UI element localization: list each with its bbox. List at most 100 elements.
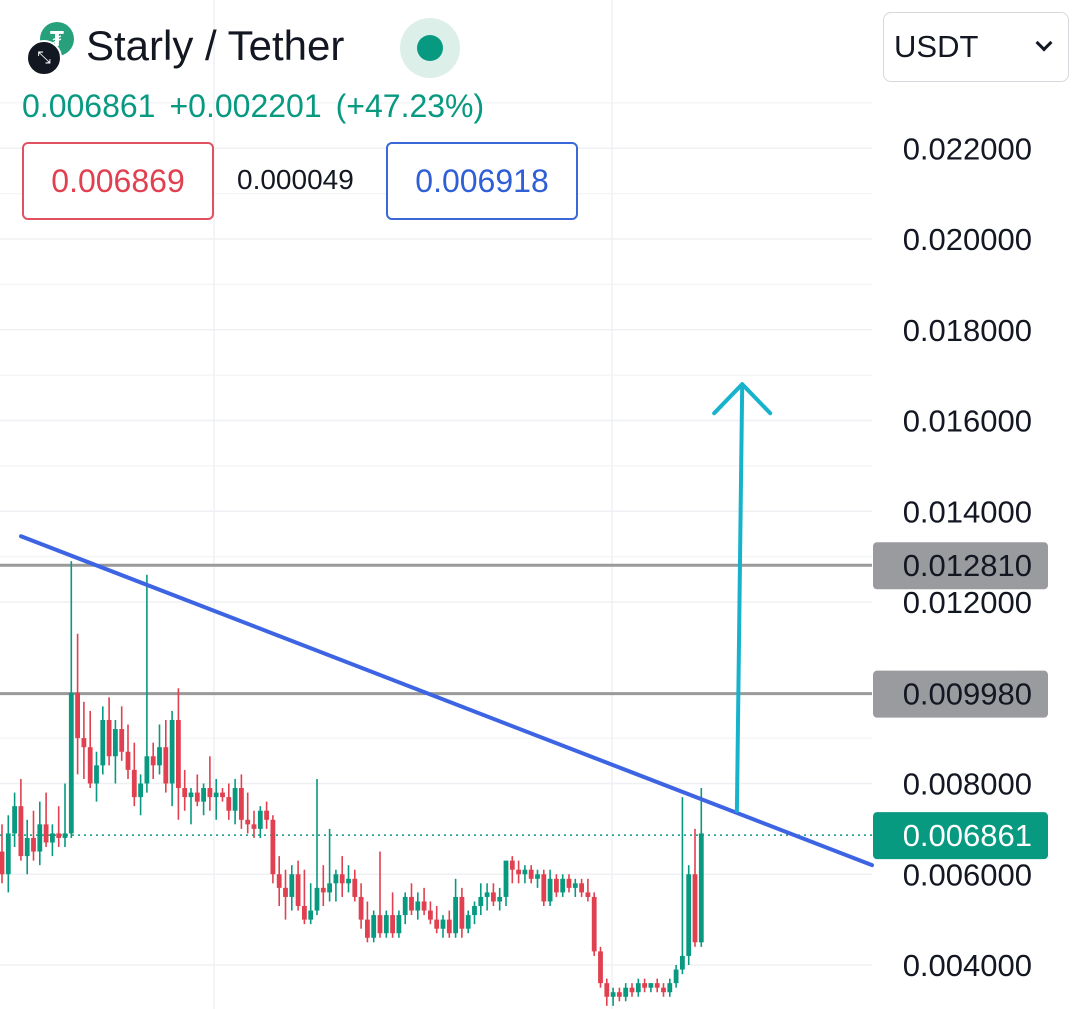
candle-body-down (295, 874, 301, 907)
candle-body-up (169, 719, 175, 784)
candle-body-down (654, 983, 660, 988)
candle-body-down (125, 751, 131, 770)
candle-body-up (289, 874, 295, 897)
candle-body-down (283, 887, 288, 897)
target-arrow-head (712, 382, 773, 416)
candle-body-up (503, 860, 509, 897)
candle-body-down (509, 860, 515, 870)
candle-body-down (176, 719, 181, 789)
candle-body-down (591, 896, 597, 952)
currency-select[interactable]: USDT (883, 12, 1069, 82)
market-status-indicator[interactable] (400, 18, 460, 78)
candle-body-up (686, 874, 692, 956)
candle-body-down (0, 851, 5, 875)
candle-body-down (604, 983, 610, 997)
candle-body-up (327, 883, 332, 893)
last-price-label: 0.006861 (903, 818, 1032, 853)
candle-body-down (245, 819, 251, 825)
candle-body-down (491, 892, 496, 902)
candle-body-down (390, 915, 395, 934)
price-axis-tick-label: 0.004000 (903, 948, 1032, 983)
candle-body-down (566, 878, 572, 888)
candle-body-up (188, 792, 194, 798)
candle-body-down (226, 797, 232, 811)
price-summary: 0.006861 +0.002201 (+47.23%) (22, 88, 498, 125)
candle-body-down (598, 951, 603, 984)
candle-body-up (572, 883, 578, 888)
candle-body-down (220, 792, 225, 798)
candle-body-down (81, 738, 87, 748)
candle-body-down (207, 788, 213, 798)
level-price-tag (873, 542, 1048, 590)
candle-body-down (302, 906, 307, 920)
candle-body-up (535, 874, 540, 879)
pair-logo: ₮ ⤡ (26, 22, 74, 76)
price-axis-tick-label: 0.012000 (903, 585, 1032, 620)
candle-body-up (308, 910, 314, 920)
candle-body-down (339, 874, 345, 884)
candle-body-down (541, 874, 547, 902)
spread-value: 0.000049 (237, 164, 354, 195)
target-arrow-shaft (734, 382, 745, 813)
candle-body-up (440, 919, 446, 929)
price-axis-tick-label: 0.022000 (903, 131, 1032, 166)
candle-body-down (150, 756, 156, 766)
candle-body-up (610, 992, 616, 997)
candle-body-down (642, 983, 647, 988)
sell-button[interactable]: 0.006869 (22, 142, 214, 220)
candle-body-up (62, 833, 68, 838)
candle-body-up (522, 869, 528, 875)
candle-body-down (163, 747, 169, 784)
candle-body-down (409, 896, 414, 911)
currency-value: USDT (894, 29, 979, 64)
price-change-percent: (+47.23%) (335, 88, 485, 124)
candle-body-down (119, 729, 125, 752)
candle-body-up (5, 833, 11, 875)
candle-body-up (673, 969, 679, 984)
candle-body-down (87, 747, 93, 784)
candle-body-down (585, 892, 591, 897)
candle-body-up (402, 896, 408, 916)
candle-body-up (100, 719, 106, 766)
level-price-tag (873, 670, 1048, 718)
candle-body-up (635, 983, 641, 993)
candle-body-up (346, 878, 351, 884)
candle-body-down (428, 910, 433, 920)
candle-body-up (667, 983, 673, 993)
candle-body-up (472, 906, 477, 916)
candle-body-up (478, 896, 484, 907)
candle-body-down (194, 792, 200, 802)
candle-body-up (113, 729, 118, 757)
candle-body-up (648, 983, 654, 988)
pair-title[interactable]: Starly / Tether (86, 22, 345, 69)
price-axis-tick-label: 0.020000 (903, 222, 1032, 257)
candle-body-down (617, 992, 622, 997)
price-axis-tick-label: 0.008000 (903, 767, 1032, 802)
candle-body-up (94, 765, 99, 784)
candle-body-down (579, 883, 584, 893)
candle-body-down (182, 788, 188, 798)
candle-body-down (320, 887, 326, 893)
chevron-down-icon (1035, 34, 1053, 52)
candle-body-down (251, 824, 257, 829)
candle-body-up (453, 896, 458, 934)
candle-body-down (56, 833, 62, 838)
candle-body-up (396, 915, 402, 934)
candle-body-down (365, 919, 370, 938)
buy-button[interactable]: 0.006918 (386, 142, 578, 220)
candle-body-down (421, 901, 427, 911)
candle-body-up (333, 874, 339, 884)
candle-body-up (680, 955, 685, 970)
candle-body-up (201, 788, 206, 802)
price-axis: 0.004000 0.006000 0.008000 0.012000 0.014000… (873, 131, 1048, 983)
candle-body-down (18, 806, 24, 857)
last-price: 0.006861 (22, 88, 156, 124)
candle-body-up (157, 747, 162, 766)
candle-body-up (371, 915, 377, 938)
last-price-tag (873, 812, 1048, 860)
candle-body-down (276, 874, 282, 888)
level-price-label: 0.009980 (903, 677, 1032, 712)
candle-body-up (484, 892, 490, 897)
candle-body-down (377, 915, 383, 934)
